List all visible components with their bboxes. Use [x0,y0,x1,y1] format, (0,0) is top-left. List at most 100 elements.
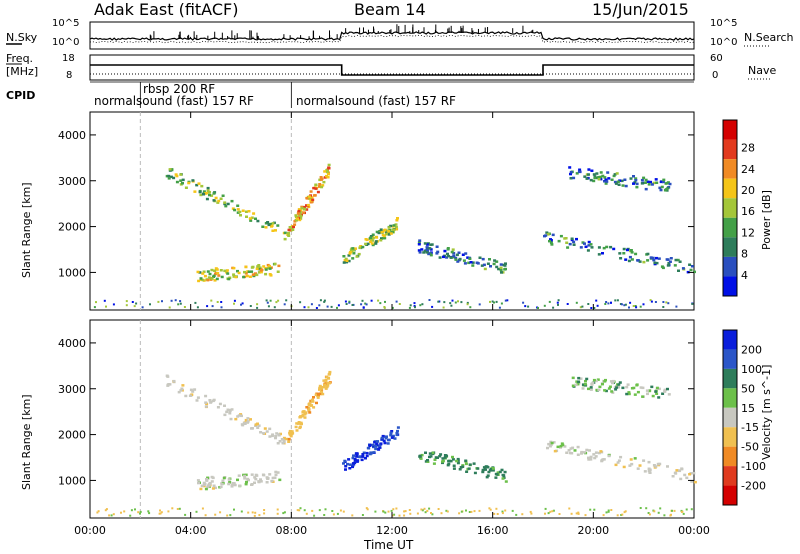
velocity-echo-cell [396,426,400,429]
velocity-echo-cell [320,388,324,392]
power-noise-cell [183,306,186,308]
power-echo-cell [614,182,618,185]
noise-tick-top-right: 10^5 [710,18,738,29]
velocity-echo-cell [675,469,679,472]
power-echo-cell [345,260,348,264]
power-noise-cell [491,300,494,303]
power-noise-cell [133,305,136,308]
power-echo-cell [258,266,262,269]
title-station: Adak East (fitACF) [94,0,239,19]
power-echo-cell [216,201,220,204]
power-echo-cell [499,268,503,272]
x-axis-label: Time UT [364,538,414,552]
velocity-noise-cell [120,511,122,514]
velocity-echo-cell [571,384,575,387]
velocity-noise-cell [351,514,354,517]
power-echo-cell [396,217,399,220]
power-echo-cell [550,243,554,246]
power-echo-cell [504,267,507,271]
power-noise-cell [337,304,340,307]
power-noise-cell [522,301,525,304]
power-echo-cell [369,240,372,243]
velocity-echo-cell [389,431,393,435]
velocity-noise-cell [167,510,170,513]
velocity-ytick-label-1: 2000 [58,429,86,442]
velocity-echo-cell [464,462,468,466]
power-echo-cell [375,230,379,234]
power-echo-cell [298,211,302,214]
power-echo-cell [318,183,322,186]
velocity-echo-cell [385,435,388,438]
velocity-noise-cell [324,508,327,511]
power-echo-cell [369,235,373,238]
power-echo-cell [264,268,268,271]
velocity-echo-cell [436,456,439,459]
velocity-noise-cell [515,513,518,516]
velocity-echo-cell [614,463,618,467]
power-echo-cell [668,182,672,186]
velocity-echo-cell [199,487,203,491]
power-echo-cell [323,170,327,173]
velocity-noise-cell [602,514,605,517]
velocity-echo-cell [355,455,359,458]
power-echo-cell [234,275,238,279]
velocity-echo-cell [188,394,192,397]
velocity-noise-cell [254,511,257,514]
power-echo-cell [634,177,638,180]
velocity-echo-cell [553,449,557,453]
power-echo-cell [232,275,236,278]
power-colorbar-cell [723,217,737,238]
velocity-echo-cell [211,487,215,490]
velocity-echo-cell [262,432,265,435]
power-noise-cell [431,305,434,308]
velocity-noise-cell [458,512,461,515]
velocity-echo-cell [569,447,573,450]
power-echo-cell [597,253,601,256]
power-echo-cell [391,228,395,231]
power-echo-cell [587,173,590,176]
velocity-echo-cell [582,451,586,454]
power-echo-cell [394,223,398,226]
velocity-echo-cell [245,480,248,484]
power-echo-cell [500,271,503,274]
power-echo-cell [635,185,639,189]
power-echo-cell [636,259,640,262]
power-echo-cell [347,259,351,263]
power-noise-cell [233,299,236,302]
velocity-echo-cell [271,476,275,480]
power-noise-cell [391,306,394,309]
power-echo-cell [389,232,393,235]
power-noise-cell [414,306,416,309]
power-noise-cell [596,304,599,307]
power-echo-cell [204,192,207,195]
power-echo-cell [480,264,484,267]
power-noise-cell [330,305,333,308]
power-noise-cell [495,300,498,303]
velocity-echo-cell [576,445,580,449]
power-echo-cell [425,243,429,246]
velocity-echo-cell [636,467,640,470]
velocity-echo-cell [263,427,267,430]
velocity-echo-cell [265,481,269,484]
power-echo-cell [255,273,259,277]
velocity-noise-cell [624,510,627,513]
velocity-echo-cell [237,474,241,477]
velocity-echo-cell [237,414,241,417]
power-echo-cell [597,178,601,181]
power-echo-cell [461,253,465,256]
velocity-echo-cell [328,372,332,376]
power-echo-cell [318,178,322,182]
velocity-noise-cell [424,511,427,514]
power-echo-cell [306,203,310,207]
power-noise-cell [210,299,213,302]
power-noise-cell [642,303,645,306]
power-noise-cell [639,305,642,308]
power-noise-cell [437,300,440,303]
velocity-echo-cell [627,392,631,396]
velocity-noise-cell [671,509,673,512]
velocity-noise-cell [552,509,555,512]
velocity-echo-cell [393,437,397,440]
power-echo-cell [446,252,449,256]
velocity-echo-cell [501,477,505,480]
power-noise-cell [607,302,610,305]
